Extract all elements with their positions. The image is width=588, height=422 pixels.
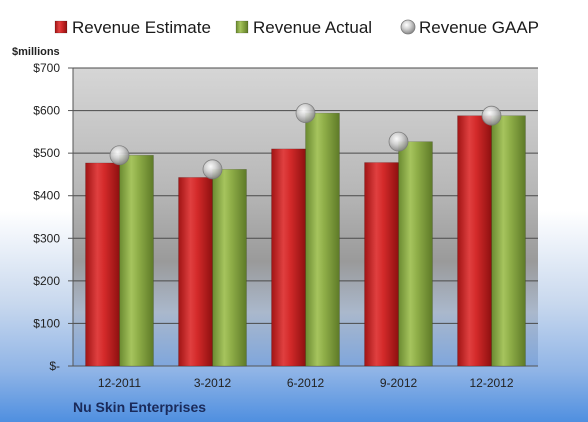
legend-swatch xyxy=(235,20,249,34)
bars xyxy=(85,112,526,367)
legend-label: Revenue Actual xyxy=(253,18,372,37)
bar-revenue-estimate xyxy=(364,162,399,367)
y-tick-label: $700 xyxy=(33,61,60,75)
bar-revenue-estimate xyxy=(457,115,492,367)
bar-revenue-estimate xyxy=(271,148,306,367)
y-tick-label: $- xyxy=(49,359,60,373)
legend-label: Revenue Estimate xyxy=(72,18,211,37)
company-name: Nu Skin Enterprises xyxy=(73,399,206,415)
x-tick-label: 6-2012 xyxy=(287,376,325,390)
legend-label: Revenue GAAP xyxy=(419,18,539,37)
x-axis-ticks: 12-2011 3-2012 6-2012 9-2012 12-2012 xyxy=(98,376,514,390)
legend: Revenue Estimate Revenue Actual Revenue GA… xyxy=(54,18,539,37)
bar-revenue-estimate xyxy=(178,177,213,367)
marker-revenue-gaap xyxy=(388,131,409,152)
marker-revenue-gaap xyxy=(481,105,502,126)
y-tick-label: $200 xyxy=(33,274,60,288)
legend-swatch xyxy=(54,20,68,34)
marker-revenue-gaap xyxy=(202,159,223,180)
y-tick-label: $100 xyxy=(33,316,60,330)
y-tick-label: $500 xyxy=(33,146,60,160)
x-tick-label: 3-2012 xyxy=(194,376,232,390)
x-tick-label: 9-2012 xyxy=(380,376,418,390)
bar-revenue-estimate xyxy=(85,162,120,367)
bar-revenue-actual xyxy=(212,169,247,367)
x-tick-label: 12-2012 xyxy=(469,376,513,390)
legend-swatch xyxy=(400,19,416,35)
y-tick-label: $300 xyxy=(33,231,60,245)
bar-revenue-actual xyxy=(305,112,340,367)
y-unit-label: $millions xyxy=(12,46,60,58)
y-tick-label: $400 xyxy=(33,189,60,203)
y-tick-label: $600 xyxy=(33,104,60,118)
marker-revenue-gaap xyxy=(109,145,130,166)
x-tick-label: 12-2011 xyxy=(98,376,141,390)
bar-revenue-actual xyxy=(491,115,526,367)
bar-revenue-actual xyxy=(398,141,433,367)
gaap-markers xyxy=(109,103,502,180)
bar-revenue-actual xyxy=(119,155,154,367)
marker-revenue-gaap xyxy=(295,103,316,124)
